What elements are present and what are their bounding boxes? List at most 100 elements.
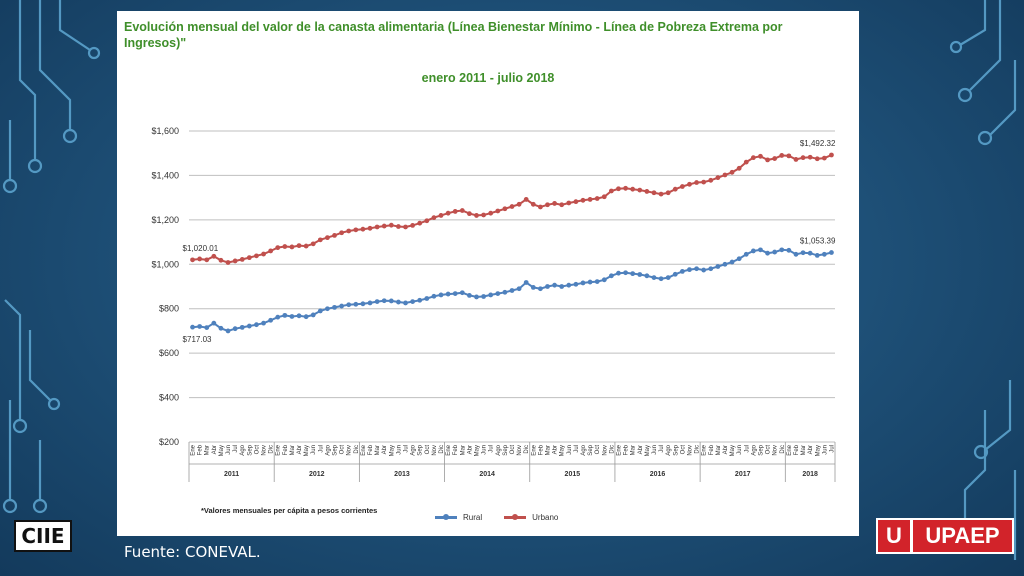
data-point-urbano <box>708 177 714 183</box>
data-point-rural <box>424 296 430 301</box>
x-tick-label: Jul <box>318 445 324 453</box>
source-caption: Fuente: CONEVAL. <box>124 543 261 561</box>
data-point-rural <box>211 320 217 326</box>
data-point-rural <box>814 253 820 258</box>
footnote: *Valores mensuales per cápita a pesos co… <box>201 506 378 515</box>
data-point-urbano <box>417 220 423 226</box>
data-point-rural <box>218 325 224 331</box>
upaep-logo: U UPAEP <box>876 518 1014 554</box>
data-point-rural <box>750 248 756 254</box>
data-point-rural <box>367 300 373 306</box>
data-point-rural <box>254 322 259 328</box>
data-point-urbano <box>310 241 316 247</box>
cie-logo: CIIE <box>14 520 72 552</box>
x-tick-label: Ene <box>702 444 708 455</box>
data-point-rural <box>743 251 749 257</box>
data-point-rural <box>417 297 423 303</box>
data-point-urbano <box>325 235 330 241</box>
data-point-rural <box>729 259 735 265</box>
x-tick-label: Feb <box>368 444 374 455</box>
y-tick-label: $1,600 <box>151 126 179 136</box>
data-point-urbano <box>545 202 550 208</box>
year-label: 2013 <box>394 471 410 478</box>
data-point-rural <box>566 282 572 288</box>
data-point-urbano <box>488 210 494 216</box>
data-point-rural <box>708 266 714 272</box>
data-point-rural <box>545 284 550 289</box>
data-point-rural <box>537 286 543 292</box>
chart-title: Evolución mensual del valor de la canast… <box>124 20 783 50</box>
data-point-rural <box>339 303 345 309</box>
data-point-rural <box>786 247 792 253</box>
x-tick-label: Oct <box>425 445 431 455</box>
x-tick-label: Sep <box>503 444 509 455</box>
data-point-urbano <box>232 258 238 264</box>
x-tick-label: Jul <box>659 445 665 453</box>
x-tick-label: Nov <box>262 445 268 456</box>
data-point-rural <box>502 289 508 295</box>
data-point-rural <box>807 250 813 256</box>
data-point-urbano <box>566 200 572 206</box>
x-tick-label: Ene <box>787 444 793 455</box>
data-point-urbano <box>509 204 515 209</box>
data-point-rural <box>779 247 785 253</box>
x-tick-label: May <box>219 445 225 456</box>
x-tick-label: Ene <box>191 444 197 455</box>
data-point-urbano <box>765 157 770 163</box>
data-point-rural <box>204 325 210 330</box>
x-tick-label: Ene <box>531 444 537 455</box>
data-point-rural <box>573 281 579 287</box>
data-point-urbano <box>523 197 529 202</box>
x-tick-label: Sep <box>247 444 253 455</box>
data-point-urbano <box>495 208 501 214</box>
x-tick-label: Mar <box>375 445 381 455</box>
x-tick-label: Abr <box>553 445 559 454</box>
data-point-rural <box>261 320 266 326</box>
data-point-urbano <box>821 155 827 161</box>
data-point-rural <box>722 261 728 267</box>
data-point-urbano <box>275 245 281 251</box>
data-point-rural <box>353 301 359 307</box>
data-point-urbano <box>679 184 685 189</box>
data-point-urbano <box>694 180 699 185</box>
data-point-rural <box>296 313 302 319</box>
data-label: $1,020.01 <box>183 244 219 253</box>
data-point-urbano <box>388 222 394 228</box>
data-point-urbano <box>552 201 557 206</box>
data-point-rural <box>679 268 685 274</box>
data-point-urbano <box>658 191 664 197</box>
data-point-urbano <box>197 256 203 262</box>
data-point-rural <box>488 292 494 298</box>
data-point-rural <box>303 314 309 320</box>
data-point-urbano <box>239 256 245 262</box>
data-point-urbano <box>246 255 252 261</box>
data-point-rural <box>793 251 799 257</box>
data-point-urbano <box>211 253 217 259</box>
data-point-urbano <box>467 211 472 217</box>
x-tick-label: Jul <box>744 445 750 453</box>
data-point-rural <box>587 279 593 285</box>
data-point-urbano <box>672 186 678 192</box>
data-point-rural <box>310 312 316 318</box>
data-point-rural <box>360 301 366 307</box>
data-point-urbano <box>268 248 274 254</box>
data-point-rural <box>509 288 515 293</box>
x-tick-label: Sep <box>333 444 339 455</box>
data-point-urbano <box>530 201 536 207</box>
x-tick-label: Nov <box>347 445 353 456</box>
x-tick-label: Ago <box>496 444 502 455</box>
x-tick-label: May <box>815 445 821 456</box>
data-point-rural <box>559 284 565 289</box>
x-tick-label: Abr <box>808 445 814 454</box>
data-point-urbano <box>204 257 210 263</box>
data-point-urbano <box>793 157 799 162</box>
data-point-urbano <box>722 172 728 178</box>
data-point-rural <box>658 276 664 282</box>
data-point-urbano <box>587 197 593 202</box>
data-point-rural <box>623 270 628 276</box>
data-point-rural <box>374 299 380 305</box>
x-tick-label: Ago <box>411 444 417 455</box>
x-tick-label: Jun <box>822 445 828 455</box>
x-tick-label: Jun <box>396 445 402 455</box>
